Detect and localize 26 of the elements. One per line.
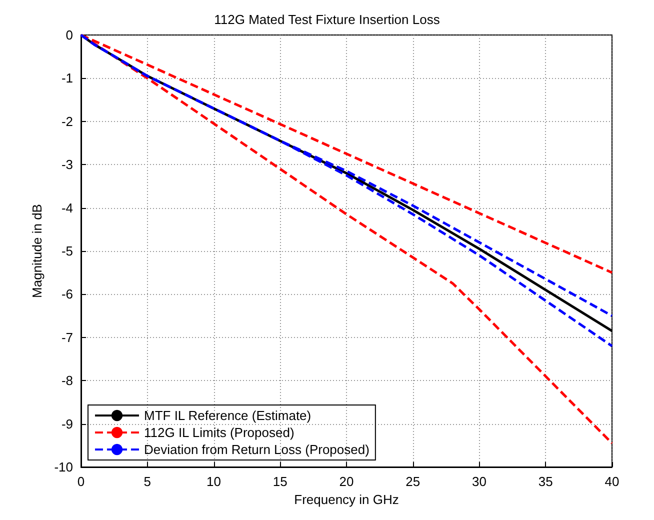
y-axis-title: Magnitude in dB xyxy=(29,204,44,298)
x-tick-label: 30 xyxy=(472,474,486,489)
x-tick-label: 15 xyxy=(272,474,288,489)
legend-label: MTF IL Reference (Estimate) xyxy=(144,408,312,423)
y-tick-label: -1 xyxy=(61,70,73,86)
legend-label: Deviation from Return Loss (Proposed) xyxy=(144,442,370,457)
chart-title: 112G Mated Test Fixture Insertion Loss xyxy=(214,12,440,27)
y-tick-label: -7 xyxy=(61,330,73,345)
y-tick-label: -3 xyxy=(61,157,73,172)
y-tick-label: -6 xyxy=(61,286,73,302)
x-tick-label: 20 xyxy=(339,474,354,489)
y-tick-label: 0 xyxy=(66,28,73,42)
x-tick-label: 25 xyxy=(406,474,420,489)
x-axis-title: Frequency in GHz xyxy=(294,492,399,507)
y-tick-label: -9 xyxy=(61,416,73,432)
y-tick-label: -2 xyxy=(61,114,73,129)
x-tick-label: 10 xyxy=(206,474,221,489)
y-tick-label: -8 xyxy=(61,373,73,388)
y-tick-label: -10 xyxy=(54,460,73,474)
y-tick-label: -5 xyxy=(61,244,73,258)
x-tick-label: 35 xyxy=(538,474,553,489)
x-tick-label: 0 xyxy=(77,474,85,489)
legend-label: 112G IL Limits (Proposed) xyxy=(144,425,294,440)
x-tick-label: 5 xyxy=(144,474,151,489)
x-tick-label: 40 xyxy=(604,474,620,489)
y-tick-label: -4 xyxy=(61,200,73,216)
